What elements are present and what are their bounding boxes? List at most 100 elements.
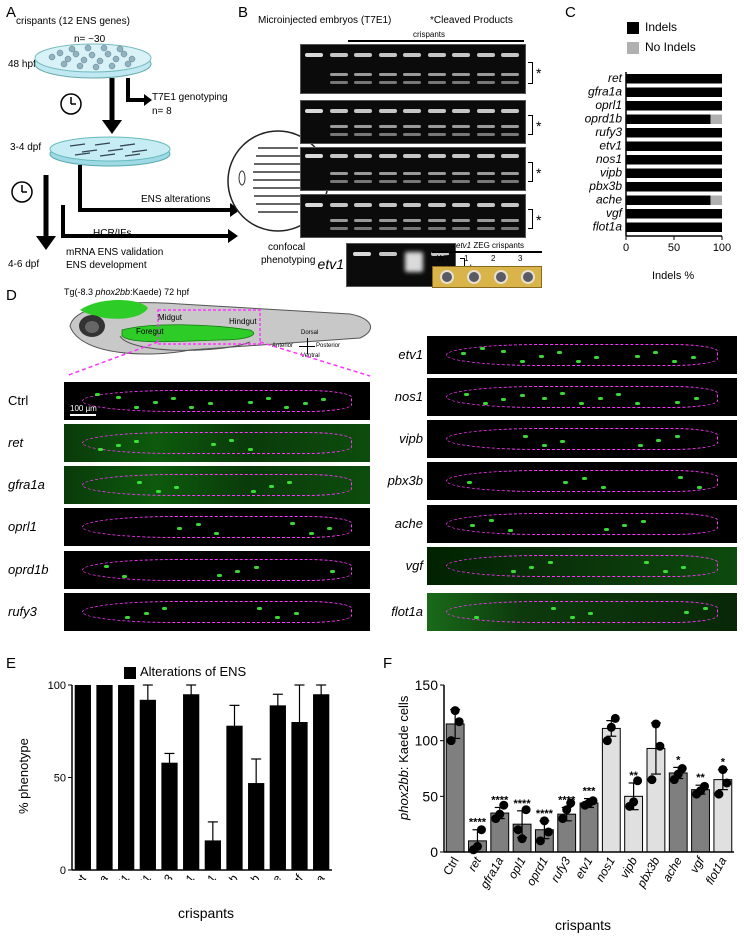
- kaede-cell: [684, 611, 690, 615]
- panel-d-title: Tg(-8.3 phox2bb:Kaede) 72 hpf: [64, 287, 189, 297]
- e-bar: [313, 694, 330, 870]
- panel-d-label: D: [6, 287, 17, 304]
- e-category-label: gfra1a: [82, 872, 111, 880]
- n-total: n= ~30: [74, 34, 106, 45]
- gel-band-cleaved: [427, 172, 446, 176]
- kaede-cell: [520, 393, 525, 397]
- kaede-cell: [97, 447, 103, 451]
- gel-gene-label: etv1: [317, 256, 344, 272]
- gel-band-cleaved: [476, 219, 495, 223]
- gel-band-cleaved: [501, 125, 519, 129]
- gel-band-cleaved: [476, 132, 495, 136]
- gel-band-cleaved: [403, 81, 421, 84]
- f-category-label: oprd1: [524, 855, 551, 889]
- gut-outline: [445, 344, 719, 366]
- kaede-cell: [622, 524, 628, 527]
- kaede-cell: [116, 396, 122, 400]
- gel-band-cleaved: [476, 125, 495, 129]
- gel-band-cleaved: [501, 219, 519, 223]
- gel-band: [403, 203, 421, 207]
- gel-band: [427, 203, 446, 207]
- time-3-4dpf: 3-4 dpf: [10, 142, 42, 153]
- gut-outline: [82, 559, 352, 581]
- gut-outline: [445, 470, 719, 492]
- f-point: [535, 836, 545, 846]
- genotyping-label: T7E1 genotyping: [152, 92, 228, 103]
- kaede-cell: [616, 393, 622, 397]
- panel-a-diagram: [11, 43, 329, 250]
- zeg-lane-label: 2: [491, 254, 496, 263]
- gel-band: [354, 154, 372, 158]
- legend-indels: Indels: [645, 20, 678, 34]
- zeg-image: [432, 266, 542, 288]
- kaede-cell: [470, 523, 476, 527]
- confocal-label-1: confocal: [268, 242, 306, 253]
- gel-image: [300, 147, 526, 191]
- e-category-label: etv1: [174, 873, 197, 881]
- kaede-cell: [681, 566, 687, 569]
- confocal-image: [64, 508, 370, 546]
- dorsal-label: Dorsal: [301, 330, 319, 336]
- gel-band-cleaved: [427, 226, 446, 230]
- kaede-cell: [538, 355, 544, 359]
- zeg-title: etv1 ZEG crispants: [456, 241, 524, 250]
- zebrafish-schematic: [69, 300, 372, 355]
- gel-band-cleaved: [452, 219, 470, 223]
- d-row-label: flot1a: [391, 604, 423, 619]
- d-row-label: pbx3b: [387, 473, 423, 488]
- kaede-cell: [210, 443, 216, 447]
- gel-band-cleaved: [501, 72, 519, 76]
- kaede-cell: [302, 401, 308, 405]
- e-bar: [74, 685, 91, 870]
- kaede-cell: [662, 570, 668, 574]
- hindgut-label: Hindgut: [229, 317, 257, 326]
- d-row-label: ache: [394, 516, 423, 531]
- f-point: [606, 722, 616, 732]
- kaede-cell: [195, 522, 201, 526]
- kaede-cell: [541, 443, 547, 447]
- gel-band-cleaved: [476, 179, 495, 183]
- f-point: [647, 775, 657, 785]
- kaede-cell: [547, 561, 553, 565]
- e-category-label: nos1: [194, 873, 219, 881]
- c-bar-indels: [626, 195, 711, 205]
- kaede-cell: [501, 397, 507, 401]
- kaede-cell: [523, 434, 529, 438]
- gel-band: [379, 252, 397, 256]
- kaede-cell: [637, 443, 643, 447]
- gel-band-cleaved: [501, 179, 519, 183]
- kaede-cell: [482, 401, 488, 405]
- gel-image: [300, 100, 526, 144]
- e-category-label: ache: [259, 872, 284, 880]
- gel-band-cleaved: [378, 81, 397, 84]
- d-row-label: etv1: [398, 347, 423, 362]
- scale-bar: [70, 414, 96, 416]
- c-bar-indels: [626, 155, 722, 165]
- clock-icon: [60, 93, 82, 115]
- legend-noindels: No Indels: [645, 40, 696, 54]
- e-bar: [183, 694, 200, 870]
- gel-band: [378, 109, 397, 113]
- f-significance: ****: [469, 817, 487, 829]
- kaede-cell: [330, 569, 336, 573]
- gel-band-cleaved: [452, 179, 470, 183]
- kaede-cell: [137, 480, 143, 484]
- f-point: [513, 825, 523, 835]
- c-tick-label: 100: [713, 242, 731, 254]
- gel-band-cleaved: [354, 81, 372, 84]
- gel-band-cleaved: [354, 72, 372, 76]
- chart-f-xlabel: crispants: [555, 917, 612, 933]
- gel-band: [452, 53, 470, 57]
- gel-band-cleaved: [501, 172, 519, 176]
- gel-band: [452, 109, 470, 113]
- kaede-cell: [575, 360, 581, 364]
- kaede-cell: [557, 351, 563, 355]
- d-row-label: ret: [8, 435, 24, 450]
- gel-band-cleaved: [378, 72, 397, 76]
- f-point: [566, 798, 576, 808]
- mrna-label-2: ENS development: [66, 260, 147, 271]
- gel-band-cleaved: [354, 179, 372, 183]
- f-significance: *: [676, 754, 681, 766]
- gel-band: [501, 203, 519, 207]
- kaede-cell: [461, 351, 467, 355]
